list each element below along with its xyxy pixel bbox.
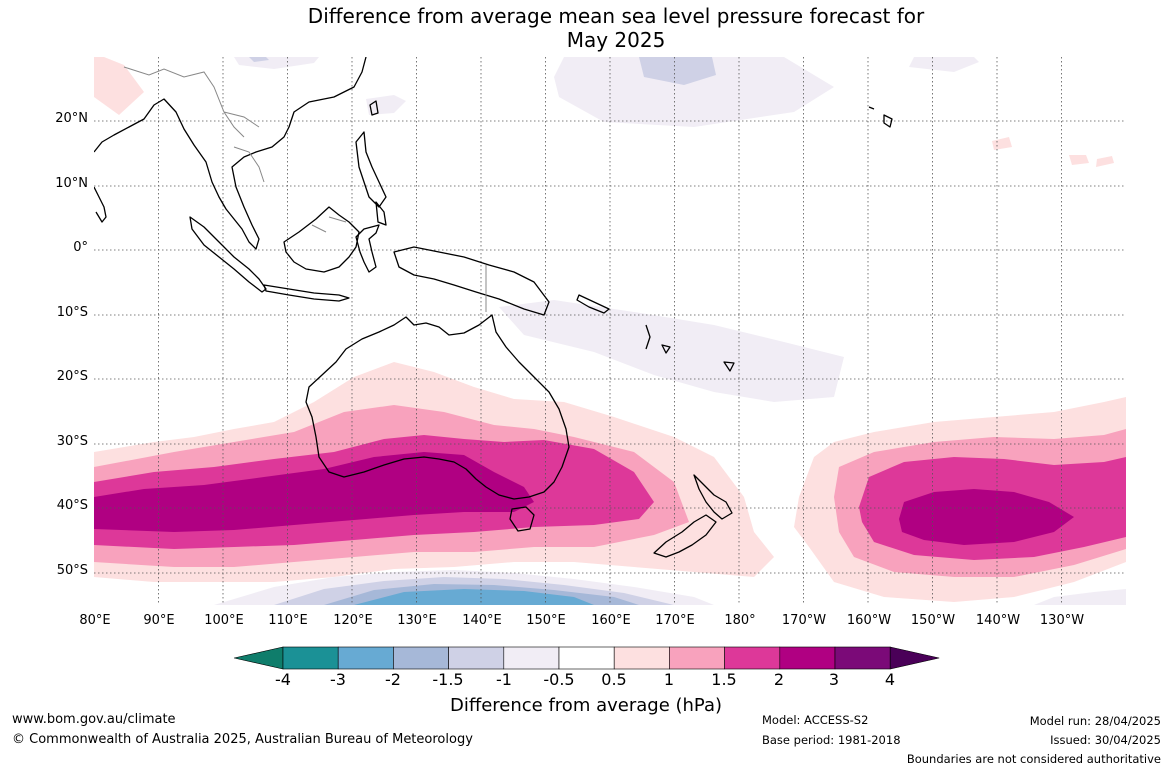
lon-label-150w: 150°W (910, 613, 956, 628)
new-zealand-north-island (693, 474, 733, 520)
lon-label-130e: 130°E (397, 613, 437, 628)
lon-label-140w: 140°W (975, 613, 1021, 628)
map-panel (94, 57, 1126, 605)
colorbar-cell (503, 646, 560, 670)
colorbar-title: Difference from average (hPa) (449, 695, 723, 716)
colorbar-cell (669, 646, 725, 670)
lon-label-120e: 120°E (333, 613, 373, 628)
hawaii-coastline (868, 106, 893, 128)
lon-label-160w: 160°W (846, 613, 892, 628)
colorbar-cell (558, 646, 615, 670)
lon-label-140e: 140°E (462, 613, 502, 628)
title-line-2: May 2025 (566, 28, 666, 52)
colorbar-cell (393, 646, 449, 670)
lat-label-50s: 50°S (56, 563, 88, 578)
lon-label-130w: 130°W (1039, 613, 1085, 628)
issued-date: Issued: 30/04/2025 (1050, 733, 1161, 747)
copyright-text: © Commonwealth of Australia 2025, Austra… (12, 732, 473, 747)
lon-label-80e: 80°E (79, 613, 111, 628)
taiwan-coastline (369, 100, 379, 116)
colorbar-tick: -1 (496, 670, 512, 689)
chart-title: Difference from average mean sea level p… (0, 4, 1173, 52)
australia-coastline (305, 314, 570, 500)
coastlines (94, 57, 893, 558)
colorbar-extend-high (889, 646, 940, 670)
lon-label-170w: 170°W (781, 613, 827, 628)
sulawesi-coastline (355, 224, 380, 273)
base-period: Base period: 1981-2018 (762, 733, 901, 747)
colorbar-tick: 0.5 (601, 670, 627, 689)
colorbar-tick: -1.5 (432, 670, 464, 689)
lon-label-110e: 110°E (268, 613, 308, 628)
graticule (94, 57, 1126, 605)
lon-label-100e: 100°E (204, 613, 244, 628)
colorbar-cell (779, 646, 836, 670)
philippines-coastline (355, 131, 387, 226)
lat-label-40s: 40°S (56, 498, 88, 513)
new-guinea-coastline (393, 246, 550, 316)
lat-label-0: 0° (73, 240, 88, 255)
colorbar-extend-low (234, 646, 284, 670)
map-svg (94, 57, 1126, 605)
title-line-1: Difference from average mean sea level p… (307, 4, 925, 28)
colorbar-tick: 2 (773, 670, 785, 689)
lat-label-30s: 30°S (56, 434, 88, 449)
southern-high-band-east (762, 397, 1126, 602)
colorbar-cell (613, 646, 670, 670)
asia-coastline (94, 57, 367, 250)
model-name: Model: ACCESS-S2 (762, 713, 869, 727)
lat-label-10n: 10°N (55, 176, 88, 191)
asia-west-coast (94, 186, 107, 223)
lon-label-90e: 90°E (143, 613, 175, 628)
colorbar-tick: 1 (663, 670, 675, 689)
colorbar-cell (448, 646, 505, 670)
vanuatu-fiji-coastline (645, 324, 735, 372)
colorbar (234, 646, 940, 670)
country-borders (123, 66, 487, 312)
colorbar-cell (834, 646, 891, 670)
colorbar-tick: -0.5 (543, 670, 575, 689)
website-link[interactable]: www.bom.gov.au/climate (12, 712, 176, 727)
solomon-islands-coastline (576, 294, 610, 314)
lon-label-170e: 170°E (655, 613, 695, 628)
colorbar-tick: 3 (828, 670, 840, 689)
model-run-date: Model run: 28/04/2025 (1029, 714, 1161, 728)
southern-high-band-west (94, 362, 774, 582)
lat-label-20s: 20°S (56, 369, 88, 384)
southern-ocean-low-region (214, 570, 1126, 605)
colorbar-cell (724, 646, 781, 670)
boundaries-disclaimer: Boundaries are not considered authoritat… (906, 752, 1161, 766)
lat-label-10s: 10°S (56, 305, 88, 320)
borneo-coastline (283, 206, 360, 273)
tasmania-coastline (509, 506, 535, 532)
colorbar-tick: 4 (884, 670, 896, 689)
lat-label-20n: 20°N (55, 111, 88, 126)
colorbar-cell (282, 646, 339, 670)
lon-label-150e: 150°E (526, 613, 566, 628)
new-zealand-south-island (653, 514, 717, 558)
colorbar-tick: 1.5 (711, 670, 737, 689)
colorbar-cell (337, 646, 394, 670)
colorbar-tick: -3 (330, 670, 346, 689)
north-pacific-low-region (94, 57, 1114, 167)
sumatra-coastline (189, 216, 267, 293)
lon-label-180: 180° (724, 613, 756, 628)
lon-label-160e: 160°E (591, 613, 631, 628)
tropical-pacific-low-region (499, 300, 844, 402)
colorbar-tick: -2 (385, 670, 401, 689)
colorbar-tick: -4 (275, 670, 291, 689)
java-coastline (263, 284, 350, 302)
